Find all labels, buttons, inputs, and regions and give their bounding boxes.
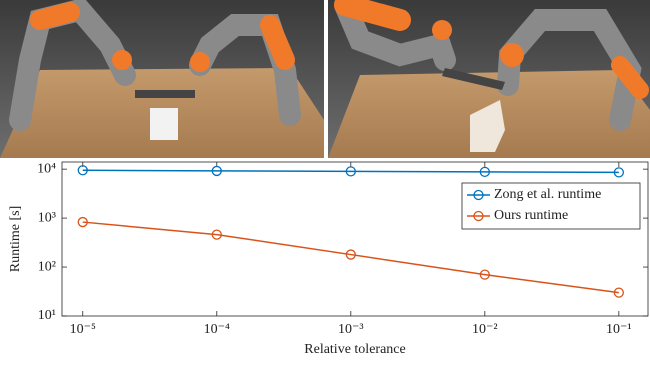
data-point — [211, 165, 222, 177]
data-point — [77, 165, 88, 176]
y-tick-label: 10³ — [38, 210, 56, 225]
data-point — [211, 229, 222, 240]
legend: Zong et al. runtime Ours runtime — [461, 182, 641, 230]
series-line — [82, 169, 619, 174]
x-tick-label: 10⁻⁴ — [204, 322, 230, 337]
data-point — [613, 287, 625, 298]
x-tick-label: 10⁻² — [472, 322, 498, 337]
y-axis-label: Runtime [s] — [8, 206, 23, 273]
data-point — [479, 269, 490, 280]
x-tick-label: 10⁻⁵ — [70, 322, 96, 337]
axes-frame — [61, 161, 649, 317]
legend-label: Ours runtime — [494, 208, 568, 223]
y-tick-label: 10⁴ — [37, 161, 56, 176]
y-tick-label: 10¹ — [38, 308, 56, 323]
data-point — [77, 216, 88, 228]
data-point — [345, 249, 356, 260]
series-line — [82, 221, 619, 294]
x-axis-label: Relative tolerance — [304, 342, 405, 357]
legend-marker — [473, 189, 484, 201]
render-left — [0, 0, 324, 158]
x-tick-label: 10⁻¹ — [606, 322, 632, 337]
data-point — [479, 166, 490, 178]
legend-box — [461, 182, 641, 230]
data-point — [345, 166, 356, 177]
data-point — [613, 167, 625, 178]
render-right — [328, 0, 650, 158]
legend-label: Zong et al. runtime — [494, 187, 601, 202]
x-tick-label: 10⁻³ — [338, 322, 364, 337]
y-tick-label: 10² — [38, 259, 56, 274]
legend-marker — [473, 210, 484, 222]
